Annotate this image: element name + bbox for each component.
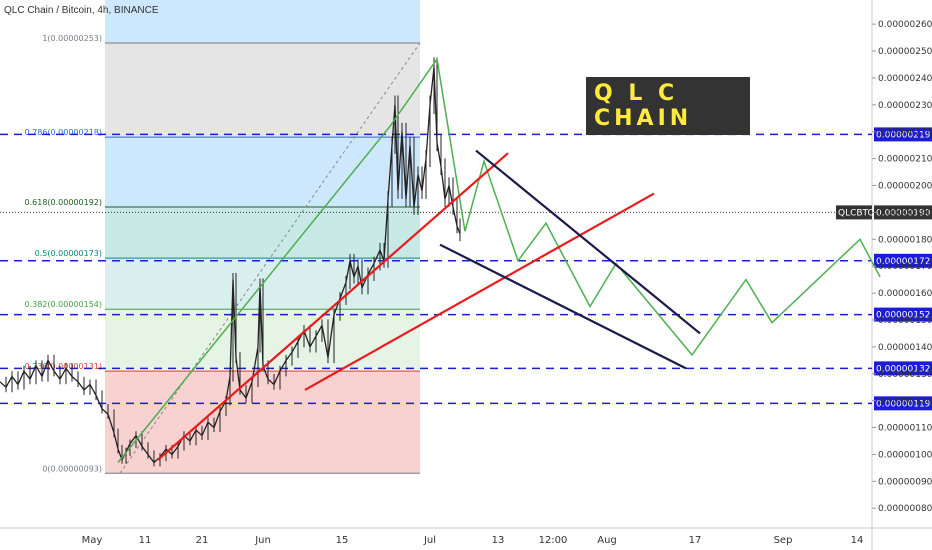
price-tick-label: 0.00000160 <box>878 289 932 299</box>
price-tick-label: 0.00000100 <box>878 450 932 460</box>
level-label-box <box>874 396 932 411</box>
wedge-line <box>475 149 701 335</box>
price-tick-label: 0.00000220 <box>878 128 932 138</box>
time-tick-label: 12:00 <box>539 535 568 546</box>
time-tick-label: 21 <box>196 535 209 546</box>
projection-path <box>117 57 881 463</box>
support-trendline <box>304 192 655 391</box>
time-tick-label: 14 <box>851 535 864 546</box>
level-label-box <box>874 307 932 322</box>
price-tick-label: 0.00000230 <box>878 101 932 111</box>
time-tick-label: Sep <box>774 535 793 546</box>
price-tick-label: 0.00000250 <box>878 47 932 57</box>
price-tick-label: 0.00000210 <box>878 155 932 165</box>
projection-line <box>117 57 881 463</box>
fib-level-label: 0.382(0.00000154) <box>25 300 103 309</box>
banner-text: Q L C CHAIN <box>586 77 750 135</box>
price-tick-label: 0.00000180 <box>878 235 932 245</box>
time-tick-label: 11 <box>139 535 152 546</box>
level-label: 0.00000119 <box>876 399 931 409</box>
time-tick-label: 13 <box>492 535 505 546</box>
price-tick-label: 0.00000080 <box>878 504 932 514</box>
fib-zone <box>105 0 420 43</box>
price-tick-label: 0.00000190 <box>878 208 932 218</box>
time-tick-label: May <box>82 535 103 546</box>
fib-zone <box>105 42 420 138</box>
price-tick-label: 0.00000260 <box>878 20 932 30</box>
fib-zone <box>105 137 420 208</box>
fib-level-label: 1(0.00000253) <box>42 34 102 43</box>
fib-level-label: 0.786(0.00000218) <box>25 128 103 137</box>
fib-zone <box>105 207 420 259</box>
time-axis[interactable]: May 11 21 Jun 15 Jul 13 12:00 Aug 17 Sep 14 <box>82 535 864 546</box>
time-tick-label: Aug <box>597 535 617 546</box>
symbol-box <box>836 205 872 220</box>
current-price-label: 0.00000190 <box>876 208 931 218</box>
level-label: 0.00000132 <box>876 364 930 374</box>
time-tick-label: Jun <box>254 535 271 546</box>
level-label-box <box>874 253 932 268</box>
level-label-box <box>874 361 932 376</box>
price-tick-label: 0.00000130 <box>878 370 932 380</box>
price-tick-label: 0.00000200 <box>878 182 932 192</box>
time-tick-label: 15 <box>336 535 349 546</box>
fib-level-label: 0.236(0.00000131) <box>25 362 103 371</box>
price-tick-label: 0.00000150 <box>878 316 932 326</box>
price-tick-label: 0.00000090 <box>878 477 932 487</box>
horizontal-levels: 0.00000219 0.00000172 0.00000152 0.00000132… <box>0 127 932 411</box>
price-tick-label: 0.00000140 <box>878 343 932 353</box>
fib-level-label: 0.5(0.00000173) <box>35 249 102 258</box>
price-tick-label: 0.00000240 <box>878 74 932 84</box>
support-trendline <box>157 152 509 461</box>
trendlines <box>157 149 701 461</box>
level-label: 0.00000172 <box>876 257 930 267</box>
price-tick-label: 0.00000170 <box>878 262 932 272</box>
fib-zone <box>105 371 420 474</box>
price-tick-label: 0.00000110 <box>878 424 932 434</box>
time-tick-label: 17 <box>689 535 702 546</box>
time-tick-label: Jul <box>423 535 436 546</box>
qlc-chain-banner: Q L C CHAIN <box>586 77 750 135</box>
level-label: 0.00000152 <box>876 311 930 321</box>
price-axis[interactable]: 0.00000260 0.00000250 0.00000240 0.00000230… <box>872 20 932 514</box>
chart-title: QLC Chain / Bitcoin, 4h, BINANCE <box>4 5 159 16</box>
level-label: 0.00000219 <box>876 130 931 140</box>
fib-level-label: 0.618(0.00000192) <box>25 198 103 207</box>
price-tick-label: 0.00000120 <box>878 397 932 407</box>
current-price-box <box>874 205 932 220</box>
symbol-label: QLCBTC <box>838 208 874 218</box>
wedge-line <box>439 243 687 370</box>
level-label-box <box>874 127 932 142</box>
fib-level-label: 0(0.00000093) <box>42 464 102 473</box>
